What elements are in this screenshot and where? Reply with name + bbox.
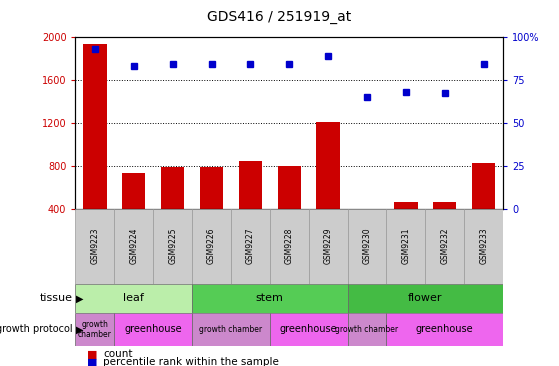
Bar [115, 313, 192, 346]
Bar [231, 209, 270, 284]
Bar [161, 167, 184, 252]
Bar [192, 313, 270, 346]
Text: GSM9229: GSM9229 [324, 228, 333, 264]
Text: GSM9230: GSM9230 [363, 228, 372, 265]
Bar [433, 202, 457, 252]
Bar [464, 209, 503, 284]
Bar [425, 209, 464, 284]
Text: percentile rank within the sample: percentile rank within the sample [103, 357, 280, 366]
Bar [75, 284, 192, 313]
Text: tissue: tissue [40, 293, 73, 303]
Bar [472, 164, 495, 252]
Text: GSM9233: GSM9233 [479, 228, 488, 265]
Text: greenhouse: greenhouse [416, 324, 473, 335]
Text: count: count [103, 349, 133, 359]
Bar [316, 122, 340, 252]
Bar [153, 209, 192, 284]
Bar [75, 209, 115, 284]
Bar [309, 209, 348, 284]
Bar [278, 165, 301, 252]
Text: GSM9223: GSM9223 [91, 228, 100, 264]
Bar [356, 211, 378, 252]
Bar [270, 313, 348, 346]
Text: greenhouse: greenhouse [280, 324, 338, 335]
Text: GSM9232: GSM9232 [440, 228, 449, 264]
Text: ▶: ▶ [76, 324, 83, 335]
Text: ▶: ▶ [76, 293, 83, 303]
Bar [115, 209, 153, 284]
Bar [270, 209, 309, 284]
Bar [348, 284, 503, 313]
Text: growth protocol: growth protocol [0, 324, 73, 335]
Text: GSM9228: GSM9228 [285, 228, 294, 264]
Text: growth
chamber: growth chamber [78, 320, 112, 339]
Bar [348, 313, 386, 346]
Text: growth chamber: growth chamber [335, 325, 399, 334]
Text: GSM9231: GSM9231 [401, 228, 410, 264]
Bar [192, 284, 348, 313]
Bar [394, 202, 418, 252]
Bar [122, 173, 145, 252]
Text: leaf: leaf [124, 293, 144, 303]
Bar [386, 313, 503, 346]
Bar [386, 209, 425, 284]
Bar [83, 44, 107, 252]
Text: ■: ■ [87, 349, 97, 359]
Text: stem: stem [256, 293, 284, 303]
Text: growth chamber: growth chamber [200, 325, 263, 334]
Text: GSM9226: GSM9226 [207, 228, 216, 264]
Text: greenhouse: greenhouse [125, 324, 182, 335]
Bar [200, 167, 223, 252]
Bar [75, 313, 115, 346]
Text: GDS416 / 251919_at: GDS416 / 251919_at [207, 10, 352, 24]
Text: GSM9225: GSM9225 [168, 228, 177, 264]
Text: ■: ■ [87, 357, 97, 366]
Text: GSM9224: GSM9224 [129, 228, 138, 264]
Bar [348, 209, 386, 284]
Text: GSM9227: GSM9227 [246, 228, 255, 264]
Bar [239, 161, 262, 252]
Text: flower: flower [408, 293, 443, 303]
Bar [192, 209, 231, 284]
